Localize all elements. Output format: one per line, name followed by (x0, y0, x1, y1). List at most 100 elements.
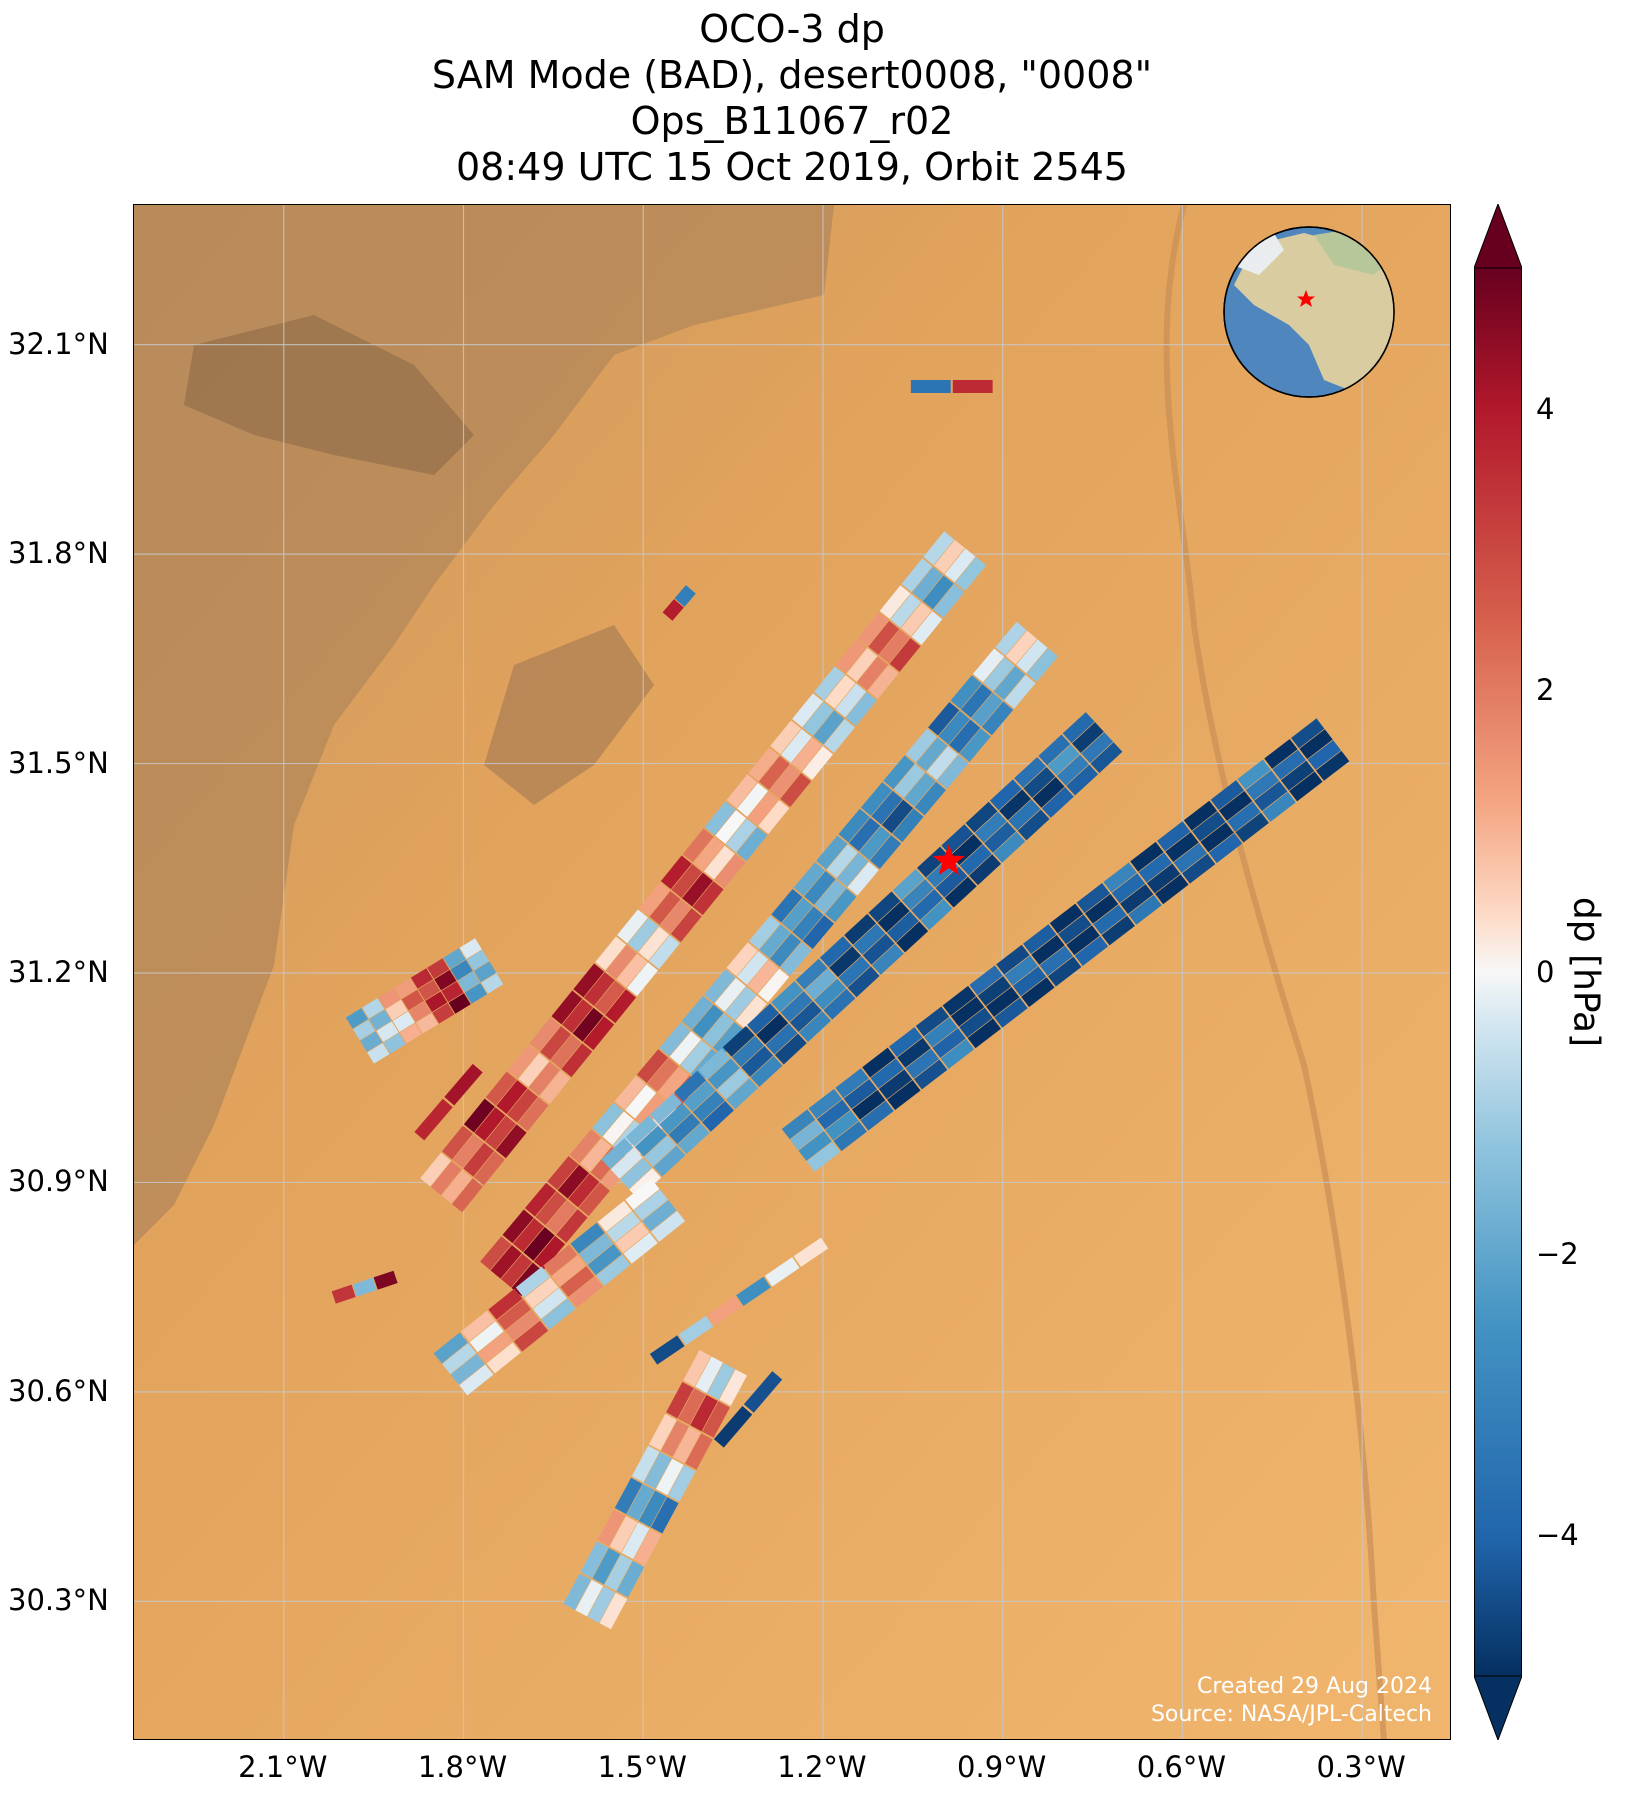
dp-cell (668, 1113, 701, 1145)
dp-cell (725, 986, 757, 1021)
dp-cell (759, 924, 791, 959)
colorbar-extend-max (1474, 204, 1522, 269)
dp-cell (816, 1099, 851, 1130)
dp-cell (806, 1141, 841, 1172)
dp-cell (550, 1034, 582, 1069)
dp-cell (649, 1335, 685, 1365)
dp-cell (917, 846, 949, 878)
dp-cell (682, 872, 713, 907)
dp-cell (1307, 740, 1342, 770)
dp-cell (617, 909, 648, 944)
dp-cell (486, 1342, 521, 1374)
dp-cell (1289, 771, 1323, 802)
dp-cell (345, 1008, 369, 1029)
colorbar-tick-label: −2 (1536, 1236, 1579, 1271)
dp-cell (481, 973, 504, 994)
map-panel[interactable]: Created 29 Aug 2024 Source: NASA/JPL-Cal… (133, 204, 1451, 1740)
dp-cell (633, 1528, 662, 1566)
dp-cell (1012, 966, 1047, 997)
dp-cell (816, 835, 848, 870)
credit-source: Source: NASA/JPL-Caltech (1150, 1702, 1432, 1727)
dp-cell (859, 826, 891, 861)
dp-cell (835, 1068, 869, 1099)
dp-cell (756, 1013, 789, 1045)
dp-cell (750, 1056, 783, 1087)
dp-cell (614, 1477, 643, 1515)
dp-cell (523, 1227, 555, 1261)
dp-cell (1254, 781, 1288, 812)
dp-sounding-cells (331, 380, 1350, 1630)
inset-globe (1223, 226, 1395, 398)
title-line-2: SAM Mode (BAD), desert0008, "0008" (431, 53, 1153, 97)
dp-cell (408, 1001, 432, 1023)
longitude-label: 0.6°W (1136, 1750, 1227, 1784)
dp-cell (648, 1413, 677, 1451)
dp-cell (1005, 630, 1038, 665)
dp-cell (1280, 760, 1315, 791)
dp-cell (704, 801, 736, 836)
dp-cell (935, 866, 968, 898)
dp-cell (890, 593, 922, 628)
dp-cell (848, 817, 881, 852)
dp-cell (1066, 764, 1099, 796)
dp-cell (923, 531, 955, 566)
dp-cell (401, 989, 424, 1011)
latitude-label: 31.8°N (8, 536, 109, 571)
dp-cell (636, 1049, 669, 1083)
longitude-label: 1.5°W (597, 1750, 687, 1784)
longitude-label: 0.9°W (957, 1750, 1047, 1784)
dp-cell (543, 1244, 578, 1276)
dp-cell (1130, 841, 1164, 872)
dp-cell (920, 899, 953, 930)
dp-cell (602, 1111, 634, 1146)
dp-cell (495, 1124, 527, 1159)
dp-cell (568, 1276, 603, 1308)
map-canvas[interactable] (134, 205, 1451, 1740)
dp-cell (594, 980, 626, 1015)
dp-cell (597, 1200, 633, 1232)
dp-cell (450, 1353, 485, 1385)
dp-cell (905, 728, 937, 763)
dp-cell (360, 1031, 383, 1052)
longitude-label: 2.1°W (238, 1750, 328, 1784)
colorbar-extend-min (1474, 1675, 1522, 1740)
dp-cell (793, 1237, 829, 1267)
dp-cell (845, 692, 877, 726)
dp-cell (813, 710, 845, 745)
dp-cell (496, 1299, 532, 1331)
dp-cell (826, 844, 858, 879)
dp-cell (984, 821, 1017, 853)
dp-cell (657, 1066, 690, 1101)
dp-cell (473, 1151, 505, 1186)
dp-cell (823, 719, 855, 753)
dp-cell (580, 1541, 609, 1579)
latitude-label: 30.6°N (8, 1373, 109, 1408)
dp-cell (889, 1027, 923, 1057)
dp-cell (1237, 759, 1271, 790)
dp-cell (606, 1211, 641, 1243)
dp-cell (674, 585, 696, 607)
dp-cell (626, 1484, 655, 1521)
dp-cell (758, 800, 790, 835)
dp-cell (619, 1158, 652, 1189)
dp-cell (463, 1098, 495, 1133)
dp-cell (942, 985, 977, 1016)
dp-cell (1084, 893, 1119, 924)
dp-cell (485, 1071, 517, 1106)
dp-cell (972, 648, 1005, 683)
dp-cell (1208, 833, 1243, 864)
dp-cell (995, 621, 1027, 656)
dp-cell (568, 1173, 600, 1208)
dp-cell (1183, 800, 1218, 831)
dp-cell (583, 1016, 615, 1051)
dp-cell (993, 666, 1026, 700)
dp-cell (410, 968, 434, 989)
dp-cell (432, 1003, 455, 1024)
dp-cell (560, 1266, 595, 1298)
dp-cell (1235, 812, 1269, 843)
dp-cell (698, 1048, 731, 1080)
dp-cell (478, 1331, 513, 1363)
dp-cell (748, 915, 781, 950)
dp-cell (647, 1057, 679, 1092)
dp-cell (1008, 799, 1041, 831)
